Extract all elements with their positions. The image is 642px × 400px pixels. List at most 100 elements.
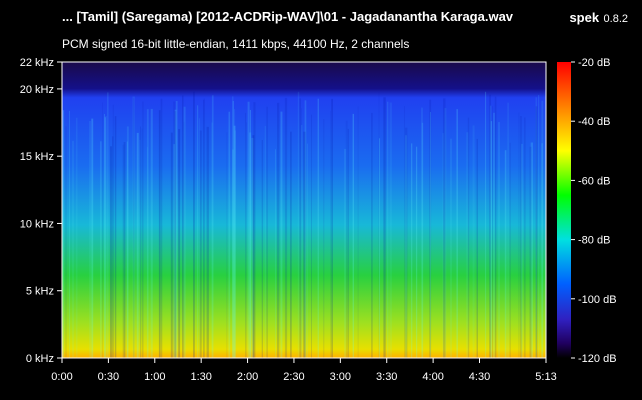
spectrogram-streak [491, 106, 494, 358]
spectrogram-streak [104, 117, 106, 358]
spectrogram-streak [249, 132, 252, 358]
spectrogram-streak [174, 109, 177, 358]
spectrogram-streak [72, 140, 74, 358]
spectrogram-streak [142, 101, 144, 358]
time-tick-label: 3:30 [376, 371, 397, 383]
spectrogram-streak [261, 140, 263, 358]
spectrogram-streak [247, 101, 250, 358]
spectrogram-streak [234, 109, 236, 358]
spectrogram-streak [411, 143, 413, 358]
spectrogram-streak [323, 119, 325, 358]
spectrogram-streak [245, 112, 246, 359]
spectrogram-streak [76, 117, 78, 358]
spectrogram-streak [476, 138, 478, 358]
spectrogram-streak [299, 98, 301, 359]
spectrogram-streak [284, 97, 288, 359]
spectrogram-streak [303, 131, 306, 358]
spectrogram-streak [233, 125, 236, 358]
spectrogram-plot [62, 62, 546, 358]
spectrogram-streak [489, 94, 491, 358]
spectrogram-streak [297, 91, 300, 359]
freq-tick-label: 20 kHz [20, 84, 54, 96]
spectrogram-streak [178, 129, 181, 358]
spectrogram-streak [352, 113, 354, 359]
db-tick-label: -120 dB [578, 353, 617, 365]
spectrogram-streak [541, 100, 544, 358]
spectrogram-streak [232, 149, 234, 358]
spectrogram-streak [132, 96, 135, 358]
spectrogram-streak [405, 135, 407, 358]
spectrogram-streak [538, 95, 540, 358]
spectrogram-streak [199, 118, 200, 358]
spectrogram-streak [175, 101, 178, 358]
spectrogram-streak [541, 143, 543, 358]
spectrogram-streak [429, 99, 432, 358]
db-color-scale [557, 62, 571, 358]
spectrogram-streak [304, 100, 307, 359]
spectrogram-streak [521, 143, 523, 358]
spectrogram-streak [140, 126, 141, 358]
spectrogram-streak [344, 148, 347, 358]
spectrogram-streak [421, 107, 423, 358]
spectrogram-streak [266, 106, 268, 358]
spectrogram-streak [211, 122, 213, 358]
app-name: spek [569, 10, 600, 25]
spectrogram-streak [490, 121, 493, 358]
spectrogram-streak [150, 108, 153, 359]
spectrogram-streak [442, 133, 444, 358]
spectrogram-streak [529, 146, 532, 358]
db-axis: -20 dB -40 dB -60 dB -80 dB -100 dB -120 dB [571, 57, 617, 365]
time-axis: 0:00 0:30 1:00 1:30 2:00 2:30 3:00 3:30 4:00 4:30… [51, 358, 557, 383]
spectrogram-streak [69, 110, 70, 359]
audio-info: PCM signed 16-bit little-endian, 1411 kb… [62, 37, 410, 51]
spectrogram-streak [91, 118, 94, 358]
spectrogram-streak [371, 112, 373, 359]
spectrogram-streak [183, 121, 185, 358]
spectrogram-streak [197, 105, 199, 358]
time-tick-label: 0:30 [98, 371, 119, 383]
plot-frame [61, 61, 547, 359]
app-branding: spek 0.8.2 [569, 9, 628, 27]
db-tick-label: -60 dB [578, 175, 610, 187]
spectrogram-streak [252, 135, 255, 358]
spectrogram-streak [311, 114, 312, 358]
spectrogram-streak [466, 132, 469, 358]
spectrogram-streak [228, 111, 231, 358]
spectrogram-streak [347, 128, 349, 358]
file-title: ... [Tamil] (Saregama) [2012-ACDRip-WAV]… [62, 9, 514, 24]
time-tick-label: 4:30 [469, 371, 490, 383]
spectrogram-streak [193, 91, 195, 359]
db-tick-label: -100 dB [578, 294, 617, 306]
spectrogram-streak [509, 142, 511, 358]
spectrogram-streak [467, 117, 470, 358]
spectrogram-streak [182, 95, 184, 358]
frequency-axis: 22 kHz 20 kHz 15 kHz 10 kHz 5 kHz 0 kHz [20, 57, 62, 365]
spectrogram-streak [133, 98, 135, 359]
spectrogram-streak [404, 106, 405, 358]
spectrogram-streak [518, 112, 520, 358]
spectrogram-streak [251, 137, 254, 358]
spectrogram-streak [443, 98, 446, 359]
spectrogram-streak [203, 99, 205, 359]
spectrogram-streak [253, 102, 256, 358]
spectrogram-streak [107, 92, 109, 359]
spectrogram-streak [264, 125, 266, 359]
spectrogram-streak [301, 125, 303, 358]
time-tick-label: 0:00 [51, 371, 72, 383]
spectrogram-streak [146, 109, 149, 358]
spectrogram-streak [141, 128, 143, 358]
spectrogram-streak [114, 116, 117, 358]
spectrogram-streak [307, 143, 308, 358]
spectrogram-streak [174, 111, 177, 358]
spectrogram-streak [535, 106, 538, 358]
spectrogram-streak [504, 150, 507, 358]
freq-tick-label: 15 kHz [20, 151, 54, 163]
spectrogram-streak [530, 142, 533, 358]
spectrogram-streak [378, 92, 380, 358]
spectrogram-streak [122, 144, 125, 358]
db-tick-label: -80 dB [578, 235, 610, 247]
freq-tick-label: 22 kHz [20, 57, 54, 69]
spectrogram-streak [383, 97, 386, 359]
spectrogram-streak [317, 98, 319, 358]
